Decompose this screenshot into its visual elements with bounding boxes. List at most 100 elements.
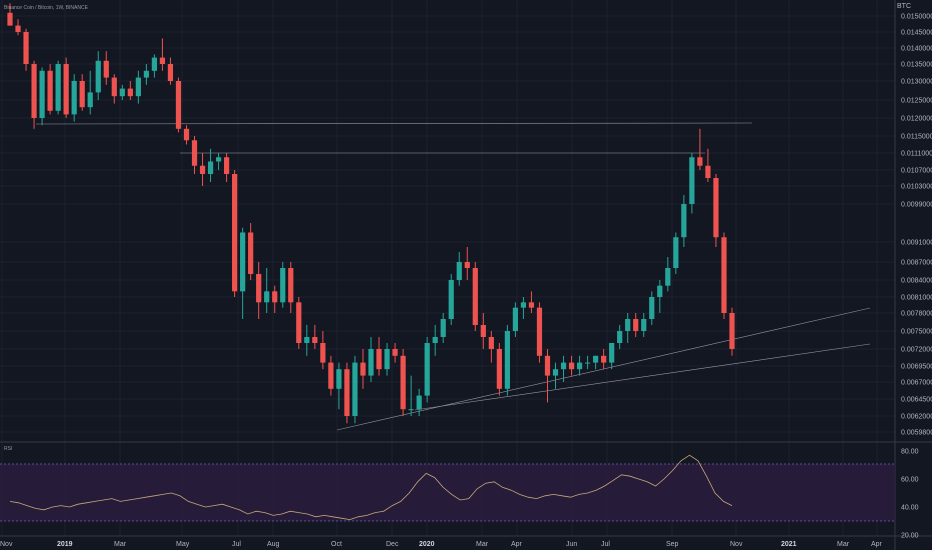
candle-down[interactable]	[167, 64, 174, 81]
candle-down[interactable]	[256, 274, 262, 303]
candle-down[interactable]	[472, 268, 478, 325]
candle-up[interactable]	[384, 349, 390, 370]
candle-up[interactable]	[609, 343, 615, 363]
candle-down[interactable]	[111, 77, 117, 97]
candle-up[interactable]	[552, 369, 559, 376]
candle-up[interactable]	[641, 319, 647, 331]
candle-down[interactable]	[288, 268, 294, 303]
candle-up[interactable]	[657, 285, 663, 297]
candle-up[interactable]	[593, 355, 599, 363]
candle-up[interactable]	[352, 362, 358, 416]
time-tick-label: Nov	[730, 541, 743, 548]
candle-up[interactable]	[576, 362, 583, 370]
candle-down[interactable]	[15, 25, 21, 32]
candle-up[interactable]	[520, 302, 527, 308]
candle-down[interactable]	[7, 12, 13, 26]
candle-down[interactable]	[528, 302, 535, 308]
candle-down[interactable]	[183, 128, 190, 141]
price-tick-label: 0.0145000	[901, 30, 932, 37]
candle-up[interactable]	[689, 157, 695, 204]
candle-up[interactable]	[512, 307, 518, 331]
candle-down[interactable]	[360, 362, 366, 376]
candle-up[interactable]	[55, 64, 61, 111]
candle-down[interactable]	[496, 349, 502, 389]
candle-down[interactable]	[344, 369, 350, 416]
candle-down[interactable]	[199, 165, 206, 174]
candle-up[interactable]	[625, 319, 631, 331]
candle-up[interactable]	[456, 262, 462, 280]
candle-up[interactable]	[264, 291, 270, 303]
candle-down[interactable]	[601, 355, 607, 363]
candle-up[interactable]	[440, 319, 446, 337]
time-tick-label: Dec	[386, 541, 399, 548]
candle-up[interactable]	[135, 77, 141, 97]
candle-down[interactable]	[568, 362, 575, 370]
candle-down[interactable]	[400, 355, 406, 410]
price-tick-label: 0.0069500	[901, 364, 932, 371]
candle-up[interactable]	[424, 343, 430, 396]
candle-down[interactable]	[224, 157, 230, 174]
candle-down[interactable]	[272, 291, 278, 303]
candle-down[interactable]	[544, 355, 551, 376]
candle-down[interactable]	[320, 343, 326, 363]
candle-up[interactable]	[87, 92, 93, 108]
candle-down[interactable]	[232, 174, 238, 292]
candle-down[interactable]	[713, 178, 719, 238]
candle-up[interactable]	[504, 331, 510, 389]
candle-up[interactable]	[560, 362, 567, 370]
candle-up[interactable]	[95, 60, 101, 93]
candle-down[interactable]	[23, 32, 29, 64]
candle-down[interactable]	[175, 81, 182, 129]
candle-down[interactable]	[729, 313, 735, 349]
candle-down[interactable]	[480, 325, 486, 337]
candle-down[interactable]	[191, 140, 198, 166]
candle-up[interactable]	[336, 369, 342, 389]
candle-down[interactable]	[697, 157, 703, 166]
candle-up[interactable]	[119, 88, 125, 97]
candle-down[interactable]	[312, 337, 318, 343]
candle-up[interactable]	[240, 232, 246, 292]
candle-down[interactable]	[705, 165, 711, 178]
candle-up[interactable]	[673, 237, 679, 268]
candles[interactable]	[7, 3, 735, 424]
candle-up[interactable]	[408, 409, 414, 411]
candle-up[interactable]	[143, 70, 149, 78]
candle-down[interactable]	[488, 337, 494, 349]
candle-down[interactable]	[376, 349, 382, 370]
candle-down[interactable]	[464, 262, 470, 268]
candle-down[interactable]	[248, 232, 254, 275]
candle-up[interactable]	[448, 280, 454, 319]
candle-down[interactable]	[633, 319, 639, 331]
candle-up[interactable]	[207, 161, 214, 175]
candle-down[interactable]	[328, 362, 334, 389]
candle-down[interactable]	[127, 88, 133, 97]
candle-up[interactable]	[304, 337, 310, 343]
candle-up[interactable]	[649, 297, 655, 319]
candle-up[interactable]	[368, 349, 374, 376]
candle-down[interactable]	[63, 64, 69, 115]
candle-down[interactable]	[392, 349, 398, 356]
candle-up[interactable]	[39, 70, 45, 118]
price-tick-label: 0.0075000	[901, 329, 932, 336]
candle-up[interactable]	[215, 157, 222, 162]
candle-down[interactable]	[296, 302, 302, 343]
candle-up[interactable]	[665, 268, 671, 286]
candle-down[interactable]	[31, 64, 37, 118]
candle-up[interactable]	[280, 268, 286, 303]
price-tick-label: 0.0111000	[901, 151, 932, 158]
candle-up[interactable]	[151, 57, 157, 71]
candle-down[interactable]	[536, 307, 543, 356]
candle-down[interactable]	[79, 81, 85, 108]
candle-up[interactable]	[71, 81, 77, 115]
candle-down[interactable]	[159, 57, 166, 64]
candle-down[interactable]	[103, 60, 109, 78]
candle-down[interactable]	[721, 237, 727, 313]
candle-up[interactable]	[617, 331, 623, 343]
candle-down[interactable]	[47, 70, 53, 111]
price-tick-label: 0.0084000	[901, 278, 932, 285]
candle-up[interactable]	[585, 362, 591, 364]
candle-up[interactable]	[416, 395, 422, 410]
candle-up[interactable]	[432, 337, 438, 343]
candle-up[interactable]	[681, 204, 687, 238]
